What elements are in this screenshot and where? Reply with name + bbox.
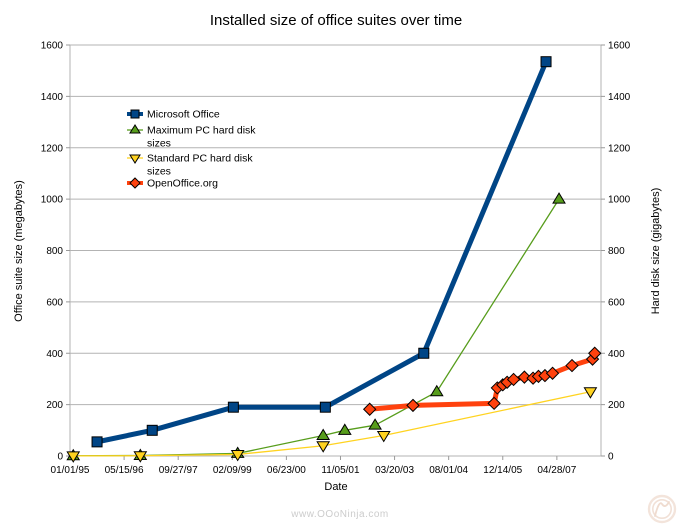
- legend-item: Microsoft Office: [127, 109, 220, 121]
- series-openoffice-org: [362, 346, 602, 416]
- series-microsoft-office: [91, 56, 552, 448]
- data-point-marker: [368, 418, 382, 430]
- data-point-marker: [588, 346, 602, 360]
- data-point-marker: [362, 402, 377, 416]
- data-point-marker: [66, 451, 81, 463]
- x-tick-label: 12/14/05: [483, 465, 522, 476]
- x-tick-label: 01/01/95: [51, 465, 90, 476]
- data-point-marker: [565, 358, 579, 373]
- x-tick-label: 03/20/03: [375, 465, 414, 476]
- data-point-marker: [406, 398, 420, 413]
- legend-item-label: OpenOffice.org: [147, 178, 218, 190]
- watermark-text: www.OOoNinja.com: [291, 509, 389, 520]
- y-tick-label-right: 1000: [608, 195, 631, 206]
- series-maximum-pc-hard-disk-sizes: [66, 192, 566, 461]
- x-tick-label: 09/27/97: [159, 465, 198, 476]
- data-point-marker: [418, 347, 430, 359]
- data-point-marker: [230, 449, 245, 462]
- data-point-marker: [545, 366, 560, 380]
- legend-item-label: Maximum PC hard disk: [147, 125, 256, 137]
- data-point-marker: [487, 396, 501, 411]
- data-point-marker: [316, 428, 331, 440]
- chart-title: Installed size of office suites over tim…: [209, 12, 463, 29]
- y-tick-label-right: 1400: [608, 92, 631, 103]
- ooninja-circle-logo: [647, 494, 677, 524]
- y-tick-label-left: 600: [46, 297, 63, 308]
- data-point-marker: [517, 370, 532, 384]
- data-point-marker: [552, 192, 566, 204]
- y-tick-label-right: 1600: [608, 41, 631, 52]
- data-point-marker: [91, 436, 103, 448]
- x-tick-label: 11/05/01: [321, 465, 360, 476]
- logo-outer-ring: [647, 494, 677, 524]
- y-tick-label-right: 200: [608, 400, 625, 411]
- series-line: [73, 198, 560, 457]
- x-tick-label: 06/23/00: [267, 465, 306, 476]
- series-line: [73, 391, 591, 457]
- data-point-marker: [227, 401, 239, 413]
- data-point-marker: [146, 424, 158, 436]
- y-axis-title-right: Hard disk size (gigabytes): [650, 187, 662, 315]
- y-axis-title-left: Office suite size (megabytes): [13, 180, 25, 322]
- y-tick-label-right: 1200: [608, 143, 631, 154]
- x-tick-label: 04/28/07: [537, 465, 576, 476]
- y-tick-label-left: 1200: [41, 143, 64, 154]
- data-point-marker: [129, 124, 141, 134]
- data-point-marker: [337, 423, 352, 435]
- y-tick-label-right: 800: [608, 246, 625, 257]
- data-point-marker: [319, 401, 331, 413]
- data-point-marker: [376, 430, 391, 443]
- data-point-marker: [130, 109, 140, 119]
- data-point-marker: [133, 451, 148, 463]
- x-axis-title: Date: [324, 481, 348, 493]
- y-tick-label-left: 1600: [41, 41, 64, 52]
- y-tick-label-right: 0: [608, 452, 614, 463]
- legend-item-label: Standard PC hard disk: [147, 153, 253, 165]
- y-tick-label-right: 400: [608, 349, 625, 360]
- legend-item: OpenOffice.org: [127, 177, 218, 190]
- data-point-marker: [583, 387, 598, 399]
- logo-inner-ring: [651, 498, 672, 519]
- x-tick-label: 02/09/99: [213, 465, 252, 476]
- legend-item-label: Microsoft Office: [147, 109, 220, 121]
- legend-item-label: sizes: [147, 166, 171, 178]
- y-tick-label-left: 1400: [41, 92, 64, 103]
- y-tick-label-left: 400: [46, 349, 63, 360]
- y-tick-label-left: 200: [46, 400, 63, 411]
- data-point-marker: [506, 372, 521, 387]
- logo-swoosh: [654, 501, 670, 517]
- data-point-marker: [316, 441, 331, 453]
- y-tick-label-left: 0: [57, 452, 63, 463]
- y-tick-label-right: 600: [608, 297, 625, 308]
- series-line: [96, 60, 549, 445]
- legend-item-label: sizes: [147, 138, 171, 150]
- data-point-marker: [540, 56, 552, 68]
- series-standard-pc-hard-disk-sizes: [66, 387, 598, 463]
- x-tick-label: 05/15/96: [105, 465, 144, 476]
- data-point-marker: [129, 177, 141, 189]
- x-tick-label: 08/01/04: [429, 465, 468, 476]
- data-point-marker: [429, 384, 444, 397]
- data-point-marker: [129, 154, 141, 164]
- y-tick-label-left: 1000: [41, 195, 64, 206]
- y-tick-label-left: 800: [46, 246, 63, 257]
